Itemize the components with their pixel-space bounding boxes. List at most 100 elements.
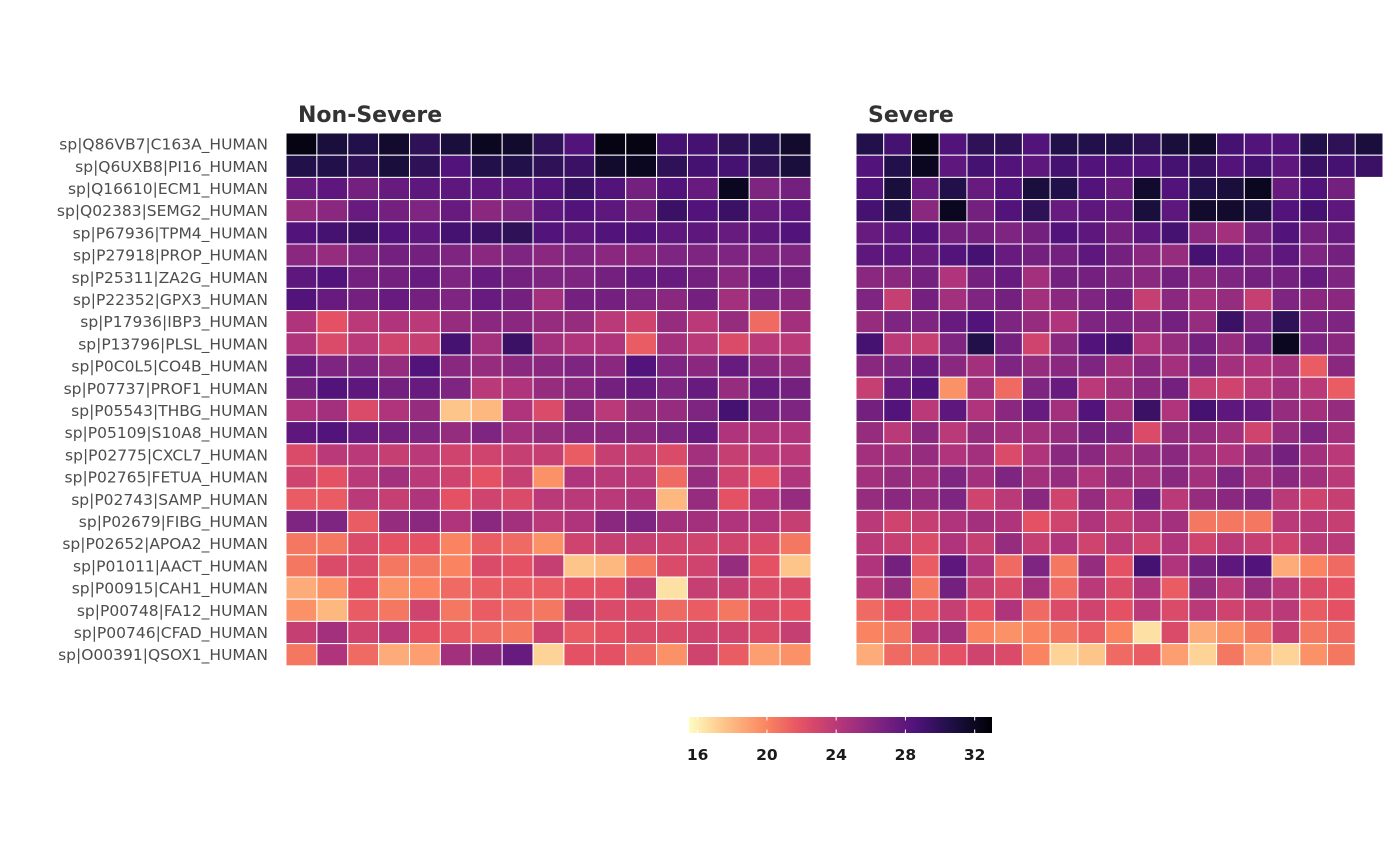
heatmap-cell bbox=[439, 310, 472, 334]
heatmap-cell bbox=[1216, 620, 1245, 645]
heatmap-cell bbox=[1132, 265, 1162, 289]
heatmap-cell bbox=[1188, 221, 1218, 245]
heatmap-cell bbox=[594, 332, 627, 356]
heatmap-cell bbox=[855, 532, 885, 556]
heatmap-cell bbox=[748, 243, 781, 267]
heatmap-cell bbox=[1049, 443, 1079, 467]
heatmap-cell bbox=[563, 265, 596, 289]
heatmap-cell bbox=[1105, 643, 1134, 667]
heatmap-cell bbox=[686, 332, 719, 356]
heatmap-cell bbox=[686, 176, 719, 201]
heatmap-cell bbox=[532, 598, 565, 622]
heatmap-cell bbox=[883, 243, 912, 267]
heatmap-cell bbox=[532, 287, 565, 312]
row-label: sp|Q6UXB8|PI16_HUMAN bbox=[75, 158, 268, 177]
heatmap-cell bbox=[1160, 154, 1190, 178]
heatmap-cell bbox=[409, 465, 441, 489]
heatmap-cell bbox=[594, 265, 627, 289]
heatmap-cell bbox=[625, 532, 658, 556]
heatmap-cell bbox=[532, 332, 565, 356]
heatmap-cell bbox=[1021, 620, 1051, 645]
heatmap-cell bbox=[1243, 243, 1273, 267]
heatmap-cell bbox=[1327, 154, 1356, 178]
heatmap-cell bbox=[686, 421, 719, 445]
heatmap-cell bbox=[1271, 598, 1301, 622]
heatmap-cell bbox=[563, 398, 596, 423]
heatmap-cell bbox=[717, 287, 750, 312]
heatmap-cell bbox=[1132, 509, 1162, 534]
heatmap-cell bbox=[625, 376, 658, 400]
heatmap-cell bbox=[1105, 465, 1134, 489]
heatmap-cell bbox=[1327, 310, 1356, 334]
heatmap-cell bbox=[1188, 199, 1218, 223]
heatmap-cell bbox=[1327, 465, 1356, 489]
heatmap-cell bbox=[748, 332, 781, 356]
heatmap-cell bbox=[748, 421, 781, 445]
heatmap-cell bbox=[1299, 176, 1329, 201]
heatmap-cell bbox=[439, 443, 472, 467]
heatmap-cell bbox=[378, 443, 411, 467]
heatmap-cell bbox=[1243, 620, 1273, 645]
heatmap-cell bbox=[563, 221, 596, 245]
heatmap-cell bbox=[1049, 287, 1079, 312]
heatmap-cell bbox=[1049, 243, 1079, 267]
heatmap-cell bbox=[686, 199, 719, 223]
heatmap-cell bbox=[1105, 199, 1134, 223]
heatmap-cell bbox=[501, 421, 534, 445]
heatmap-cell bbox=[779, 132, 812, 156]
heatmap-cell bbox=[1160, 221, 1190, 245]
heatmap-cell bbox=[1132, 310, 1162, 334]
heatmap-cell bbox=[470, 310, 503, 334]
heatmap-cell bbox=[656, 310, 688, 334]
heatmap-cell bbox=[347, 554, 380, 578]
heatmap-cell bbox=[409, 354, 441, 378]
heatmap-cell bbox=[532, 509, 565, 534]
heatmap-cell bbox=[439, 398, 472, 423]
heatmap-cell bbox=[1188, 176, 1218, 201]
heatmap-cell bbox=[378, 620, 411, 645]
heatmap-cell bbox=[1105, 443, 1134, 467]
heatmap-cell bbox=[1216, 332, 1245, 356]
heatmap-cell bbox=[594, 620, 627, 645]
heatmap-cell bbox=[501, 620, 534, 645]
heatmap-cell bbox=[1160, 398, 1190, 423]
heatmap-cell bbox=[883, 376, 912, 400]
heatmap-cell bbox=[378, 176, 411, 201]
heatmap-cell bbox=[855, 332, 885, 356]
heatmap-cell bbox=[717, 643, 750, 667]
row-label: sp|P0C0L5|CO4B_HUMAN bbox=[71, 358, 268, 377]
heatmap-cell bbox=[1077, 598, 1107, 622]
heatmap-cell bbox=[779, 509, 812, 534]
heatmap-cell bbox=[966, 643, 996, 667]
heatmap-cell bbox=[1049, 554, 1079, 578]
heatmap-cell bbox=[316, 199, 349, 223]
heatmap-cell bbox=[855, 376, 885, 400]
heatmap-cell bbox=[686, 398, 719, 423]
heatmap-cell bbox=[532, 221, 565, 245]
heatmap-cell bbox=[1216, 598, 1245, 622]
heatmap-cell bbox=[656, 554, 688, 578]
heatmap-cell bbox=[1021, 154, 1051, 178]
heatmap-cell bbox=[347, 398, 380, 423]
heatmap-cell bbox=[855, 620, 885, 645]
heatmap-cell bbox=[966, 310, 996, 334]
heatmap-cell bbox=[779, 620, 812, 645]
heatmap-cell bbox=[1327, 132, 1356, 156]
heatmap-cell bbox=[1160, 265, 1190, 289]
heatmap-cell bbox=[1160, 376, 1190, 400]
heatmap-cell bbox=[378, 576, 411, 600]
heatmap-cell bbox=[1327, 243, 1356, 267]
heatmap-cell bbox=[409, 221, 441, 245]
heatmap-cell bbox=[1105, 398, 1134, 423]
heatmap-cell bbox=[910, 421, 940, 445]
heatmap-cell bbox=[1327, 509, 1356, 534]
heatmap-cell bbox=[625, 154, 658, 178]
heatmap-cell bbox=[563, 176, 596, 201]
heatmap-cell bbox=[779, 154, 812, 178]
row-label: sp|P07737|PROF1_HUMAN bbox=[64, 380, 268, 399]
heatmap-cell bbox=[1299, 154, 1329, 178]
heatmap-cell bbox=[285, 199, 318, 223]
heatmap-cell bbox=[1327, 421, 1356, 445]
heatmap-cell bbox=[686, 465, 719, 489]
